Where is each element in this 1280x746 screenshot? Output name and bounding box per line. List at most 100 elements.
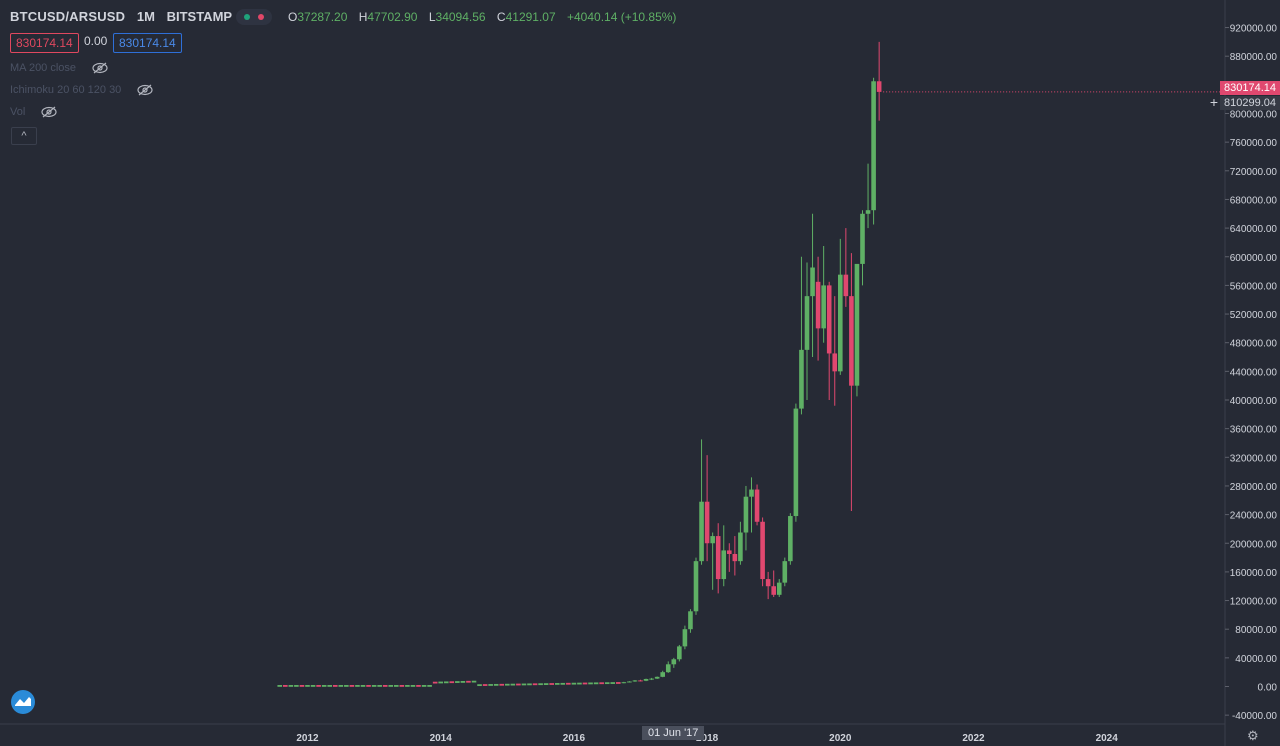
history-candle [593, 682, 599, 685]
ohlc-high: 47702.90 [367, 10, 418, 24]
y-tick-label: 120000.00 [1230, 597, 1278, 608]
x-tick-label: 2022 [962, 733, 985, 744]
history-candle [432, 681, 438, 684]
indicator-ichimoku[interactable]: Ichimoku 20 60 120 30 [10, 84, 154, 96]
history-candle [332, 685, 338, 687]
history-candle [316, 685, 321, 687]
history-candle [521, 683, 527, 686]
candle-body [627, 681, 632, 683]
indicator-ichimoku-label: Ichimoku 20 60 120 30 [10, 84, 122, 96]
history-candle [443, 681, 449, 684]
x-tick-label: 2020 [829, 733, 852, 744]
history-candle [599, 682, 604, 685]
candle-body [677, 646, 682, 660]
y-tick-label: 920000.00 [1230, 24, 1278, 35]
history-candle [294, 685, 299, 687]
history-candle [371, 685, 377, 687]
history-candle [554, 683, 560, 685]
y-tick-label: 600000.00 [1230, 253, 1278, 264]
candle-body [732, 553, 738, 562]
history-candle [516, 683, 521, 686]
history-candle [471, 680, 477, 683]
history-candle [449, 681, 455, 684]
y-tick-label: 280000.00 [1230, 482, 1278, 493]
y-tick-label: 640000.00 [1230, 224, 1278, 235]
candle-body [727, 550, 732, 554]
history-candle [338, 685, 344, 687]
candle-body [699, 501, 704, 562]
spread-value: 0.00 [84, 34, 108, 48]
history-candle [299, 685, 305, 687]
crosshair-price-tag: 810299.04 [1220, 96, 1280, 110]
history-candle [488, 684, 493, 686]
ohlc-low: 34094.56 [435, 10, 486, 24]
x-tick-label: 2024 [1096, 733, 1119, 744]
candle-body [738, 532, 743, 562]
history-candle [388, 685, 394, 687]
candle-body [621, 682, 627, 684]
history-candle [344, 685, 349, 687]
eye-hidden-icon[interactable] [91, 62, 109, 74]
history-candle [366, 685, 371, 687]
y-tick-label: 440000.00 [1230, 367, 1278, 378]
history-candle [560, 682, 566, 685]
plus-icon[interactable]: + [1209, 94, 1219, 110]
settings-gear-icon[interactable]: ⚙ [1247, 728, 1259, 743]
candle-body [721, 550, 727, 580]
history-candle [549, 683, 554, 685]
history-candle [577, 682, 582, 685]
history-candle [566, 682, 571, 685]
eye-hidden-icon[interactable] [136, 84, 154, 96]
history-candle [466, 680, 471, 683]
market-status-toggle[interactable] [236, 9, 272, 25]
y-tick-label: 240000.00 [1230, 511, 1278, 522]
history-candle [543, 683, 549, 685]
x-tick-label: 2018 [696, 733, 719, 744]
collapse-indicators-button[interactable]: ^ [11, 127, 37, 145]
status-green-dot [244, 14, 250, 20]
timeframe-label[interactable]: 1M [136, 9, 155, 24]
history-candle [421, 685, 427, 687]
history-candle [327, 685, 332, 687]
history-candle [310, 685, 316, 687]
candle-body [665, 664, 671, 673]
symbol-name[interactable]: BTCUSD/ARSUSD [10, 9, 126, 24]
candle-body [654, 676, 660, 679]
history-candle [499, 683, 505, 686]
history-candle [355, 685, 360, 687]
history-candle [532, 683, 538, 686]
candle-body [660, 672, 665, 677]
candle-body [810, 267, 815, 297]
history-candle [610, 682, 616, 684]
history-candle [538, 683, 543, 686]
candle-body [865, 210, 871, 214]
y-tick-label: 560000.00 [1230, 281, 1278, 292]
ohlc-change: +4040.14 (+10.85%) [567, 10, 677, 24]
eye-hidden-icon[interactable] [40, 106, 58, 118]
indicator-ma[interactable]: MA 200 close [10, 62, 109, 74]
candle-body [821, 285, 826, 329]
candle-body [632, 680, 638, 682]
candle-body [638, 680, 643, 682]
buy-price-box[interactable]: 830174.14 [113, 33, 182, 53]
candle-body [749, 489, 754, 497]
ohlc-values: O37287.20 H47702.90 L34094.56 C41291.07 … [288, 10, 677, 24]
y-tick-label: 880000.00 [1230, 52, 1278, 63]
history-candle [460, 681, 466, 683]
history-candle [305, 685, 310, 687]
y-tick-label: 680000.00 [1230, 195, 1278, 206]
candle-body [804, 296, 810, 350]
tradingview-logo-icon[interactable] [11, 690, 35, 714]
sell-price-box[interactable]: 830174.14 [10, 33, 79, 53]
last-price-tag: 830174.14 [1220, 81, 1280, 95]
y-tick-label: 480000.00 [1230, 339, 1278, 350]
candle-body [860, 213, 865, 264]
x-tick-label: 2014 [430, 733, 453, 744]
history-candle [493, 683, 499, 686]
indicator-volume[interactable]: Vol [10, 106, 58, 118]
y-tick-label: -40000.00 [1232, 711, 1277, 722]
history-candle [394, 685, 399, 687]
indicator-ma-label: MA 200 close [10, 62, 77, 74]
